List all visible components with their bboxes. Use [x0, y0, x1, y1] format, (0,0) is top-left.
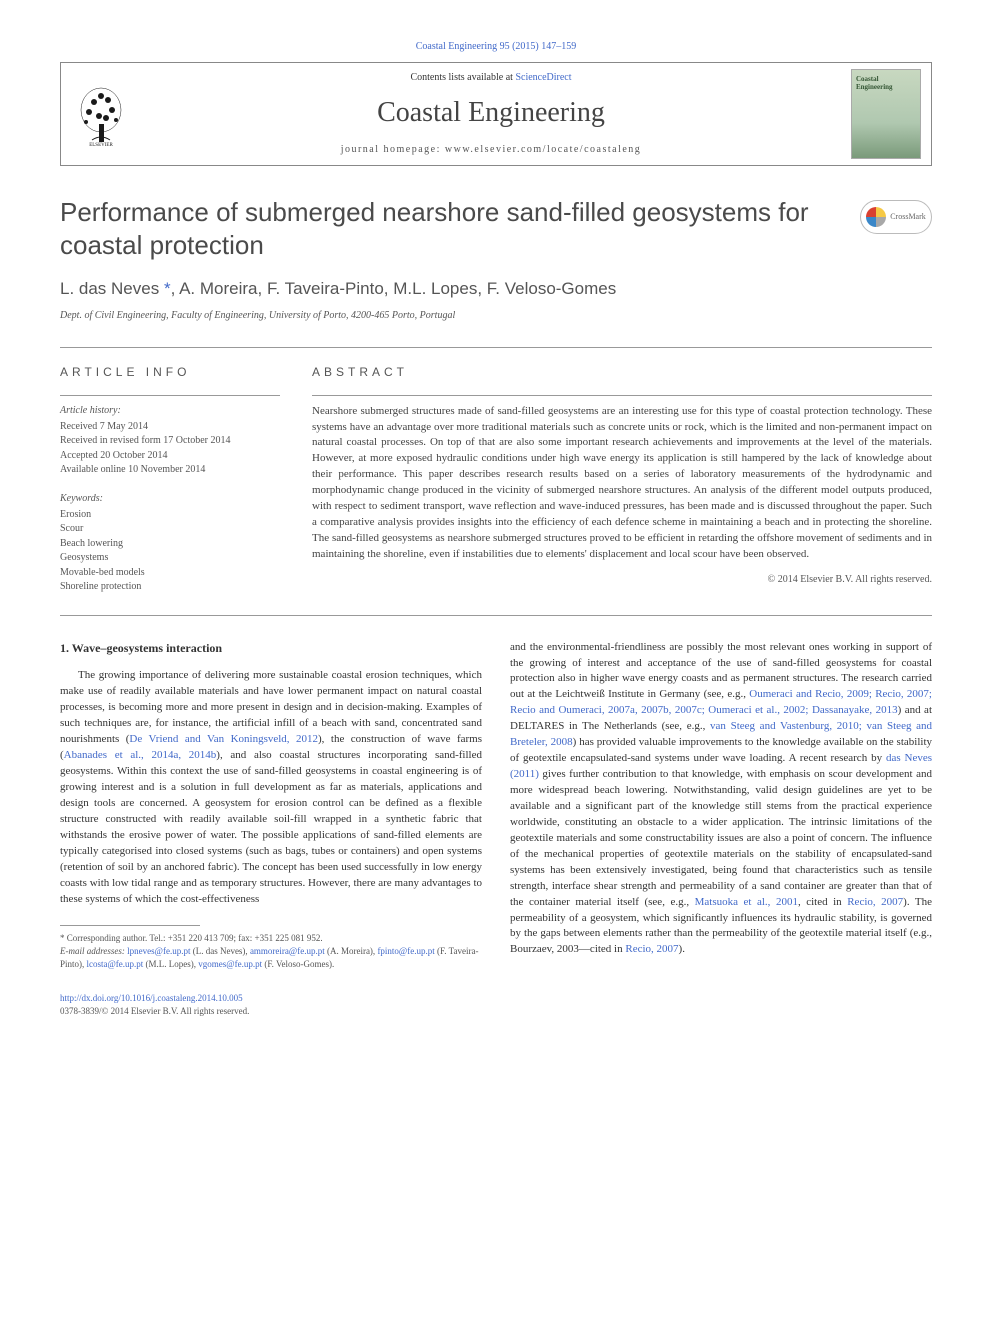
- journal-homepage: journal homepage: www.elsevier.com/locat…: [151, 143, 831, 157]
- info-abstract-row: ARTICLE INFO Article history: Received 7…: [60, 348, 932, 615]
- corresponding-star[interactable]: *: [164, 279, 171, 298]
- ref-link[interactable]: Recio, 2007: [847, 896, 903, 908]
- contents-line: Contents lists available at ScienceDirec…: [151, 71, 831, 85]
- crossmark-badge[interactable]: CrossMark: [860, 200, 932, 234]
- crossmark-icon: [866, 207, 886, 227]
- title-row: Performance of submerged nearshore sand-…: [60, 196, 932, 261]
- ref-link[interactable]: das Neves (2011): [510, 752, 932, 780]
- article-info: ARTICLE INFO Article history: Received 7…: [60, 364, 280, 595]
- ref-link[interactable]: Oumeraci and Recio, 2009; Recio, 2007; R…: [510, 688, 932, 716]
- divider-bottom: [60, 615, 932, 616]
- email-link[interactable]: ammoreira@fe.up.pt: [250, 946, 325, 956]
- abstract-header: ABSTRACT: [312, 364, 932, 381]
- page: Coastal Engineering 95 (2015) 147–159 EL…: [0, 0, 992, 1057]
- keyword: Erosion: [60, 508, 280, 523]
- corresponding-author-note: * Corresponding author. Tel.: +351 220 4…: [60, 932, 482, 945]
- cover-label: CoastalEngineering: [856, 76, 893, 91]
- doi-link[interactable]: http://dx.doi.org/10.1016/j.coastaleng.2…: [60, 993, 243, 1003]
- article-info-header: ARTICLE INFO: [60, 364, 280, 381]
- ref-link[interactable]: Abanades et al., 2014a, 2014b: [64, 749, 217, 761]
- abstract-text: Nearshore submerged structures made of s…: [312, 404, 932, 563]
- keyword: Beach lowering: [60, 537, 280, 552]
- history-label: Article history:: [60, 404, 280, 418]
- keywords-label: Keywords:: [60, 492, 280, 506]
- keyword: Movable-bed models: [60, 566, 280, 581]
- journal-name: Coastal Engineering: [151, 93, 831, 132]
- email-link[interactable]: vgomes@fe.up.pt: [198, 959, 262, 969]
- email-link[interactable]: lpneves@fe.up.pt: [127, 946, 190, 956]
- abstract-copyright: © 2014 Elsevier B.V. All rights reserved…: [312, 573, 932, 587]
- ref-link[interactable]: Matsuoka et al., 2001: [695, 896, 798, 908]
- ref-link[interactable]: van Steeg and Vastenburg, 2010; van Stee…: [510, 720, 932, 748]
- keyword: Geosystems: [60, 551, 280, 566]
- svg-text:ELSEVIER: ELSEVIER: [89, 143, 113, 147]
- email-addresses: E-mail addresses: lpneves@fe.up.pt (L. d…: [60, 945, 482, 970]
- doi-block: http://dx.doi.org/10.1016/j.coastaleng.2…: [60, 992, 482, 1017]
- email-link[interactable]: lcosta@fe.up.pt: [87, 959, 144, 969]
- article-title: Performance of submerged nearshore sand-…: [60, 196, 844, 261]
- authors: L. das Neves *, A. Moreira, F. Taveira-P…: [60, 277, 932, 301]
- column-left: 1. Wave–geosystems interaction The growi…: [60, 640, 482, 1018]
- history-line: Received 7 May 2014: [60, 420, 280, 435]
- ref-link[interactable]: De Vriend and Van Koningsveld, 2012: [129, 733, 318, 745]
- column-right: and the environmental-friendliness are p…: [510, 640, 932, 1018]
- elsevier-logo: ELSEVIER: [71, 79, 131, 149]
- citation-link[interactable]: Coastal Engineering 95 (2015) 147–159: [416, 41, 577, 52]
- keyword: Shoreline protection: [60, 580, 280, 595]
- sciencedirect-link[interactable]: ScienceDirect: [515, 72, 571, 83]
- footnote-divider: [60, 925, 200, 926]
- affiliation: Dept. of Civil Engineering, Faculty of E…: [60, 309, 932, 323]
- history-line: Received in revised form 17 October 2014: [60, 434, 280, 449]
- citation-line: Coastal Engineering 95 (2015) 147–159: [60, 40, 932, 54]
- body-columns: 1. Wave–geosystems interaction The growi…: [60, 640, 932, 1018]
- ref-link[interactable]: Recio, 2007: [625, 943, 678, 955]
- journal-header: ELSEVIER Contents lists available at Sci…: [60, 62, 932, 166]
- history-line: Accepted 20 October 2014: [60, 449, 280, 464]
- email-link[interactable]: fpinto@fe.up.pt: [377, 946, 434, 956]
- history-line: Available online 10 November 2014: [60, 463, 280, 478]
- tree-icon: ELSEVIER: [74, 82, 129, 147]
- header-center: Contents lists available at ScienceDirec…: [151, 71, 831, 156]
- journal-cover-thumb: CoastalEngineering: [851, 69, 921, 159]
- crossmark-label: CrossMark: [890, 211, 926, 222]
- body-para-1: The growing importance of delivering mor…: [60, 668, 482, 907]
- abstract-block: ABSTRACT Nearshore submerged structures …: [312, 364, 932, 595]
- keyword: Scour: [60, 522, 280, 537]
- section-heading-1: 1. Wave–geosystems interaction: [60, 640, 482, 657]
- body-para-2: and the environmental-friendliness are p…: [510, 640, 932, 959]
- issn-line: 0378-3839/© 2014 Elsevier B.V. All right…: [60, 1006, 249, 1016]
